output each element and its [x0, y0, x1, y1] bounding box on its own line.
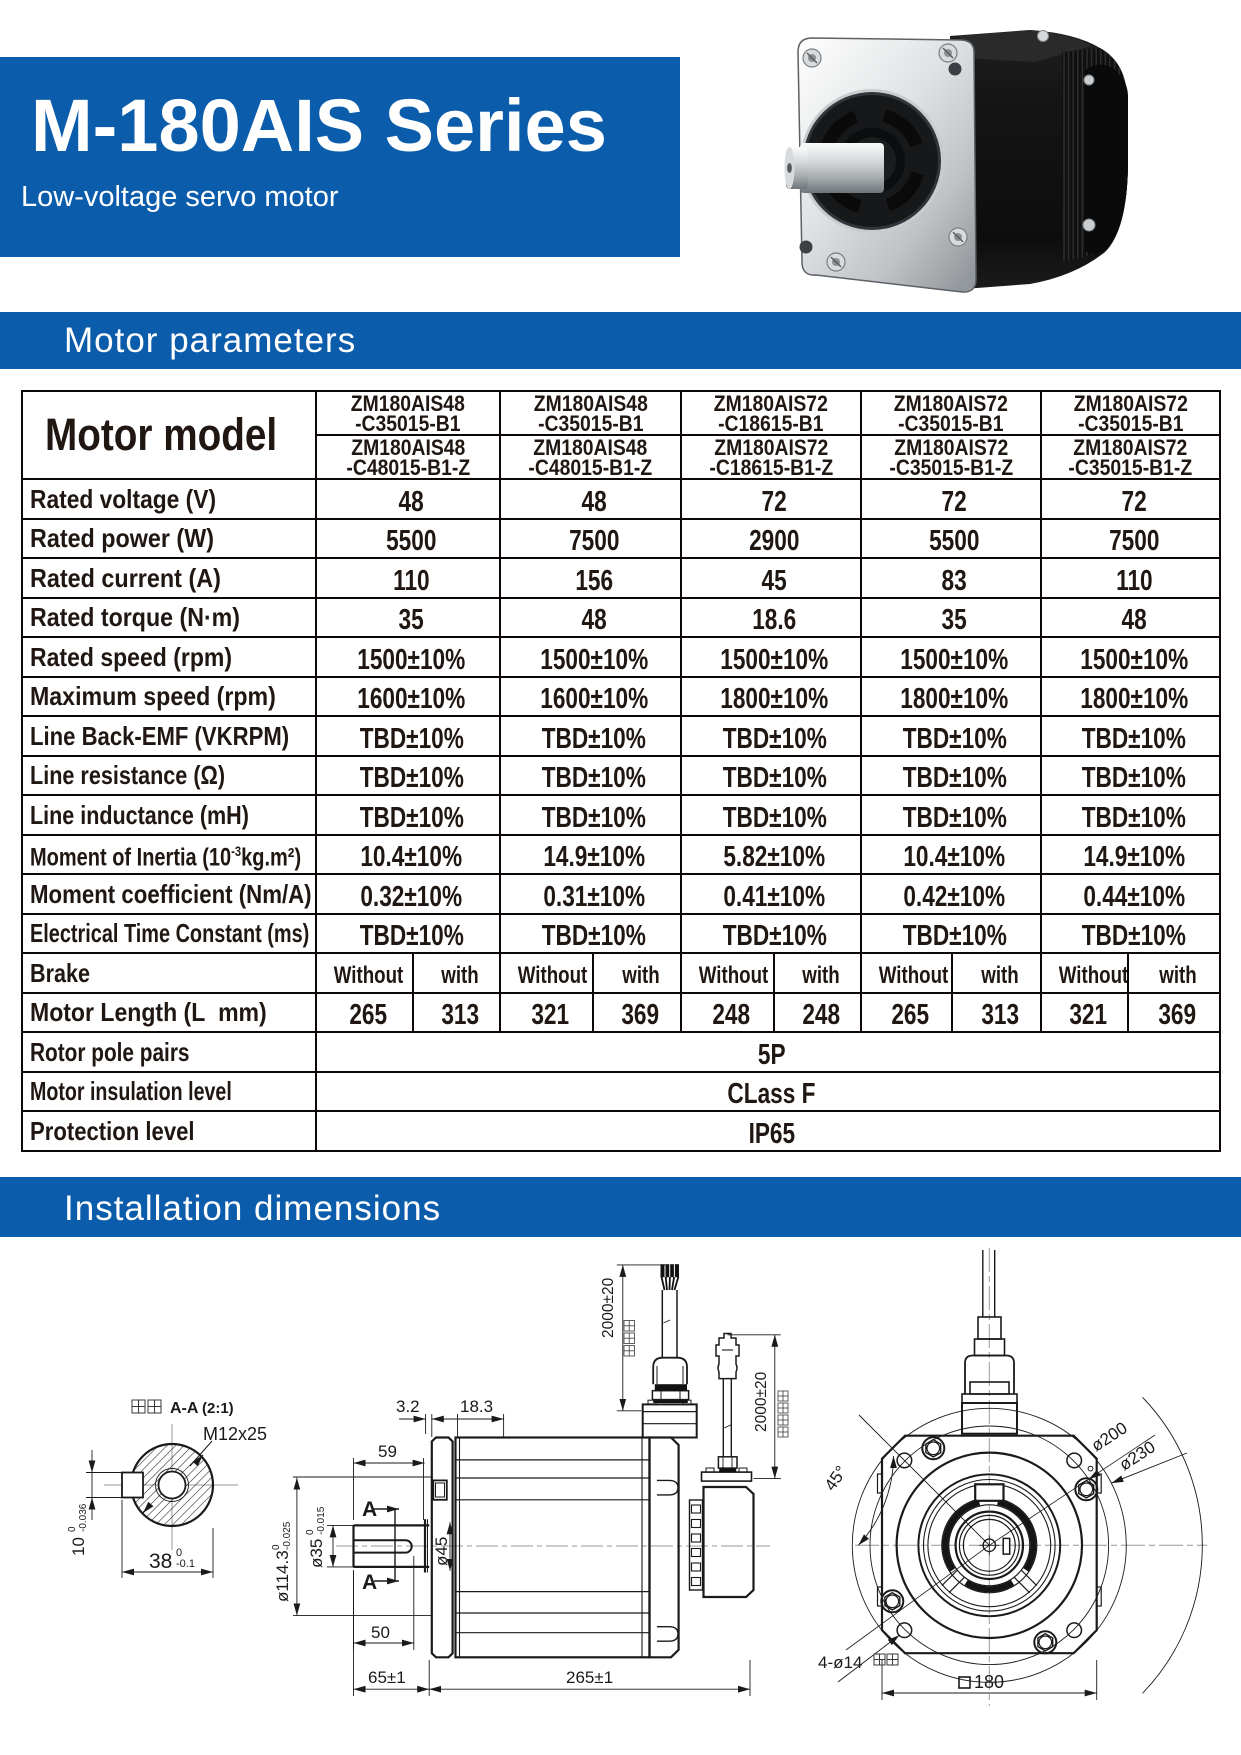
svg-text:-0.1: -0.1 [176, 1558, 195, 1570]
svg-text:2000±20: 2000±20 [600, 1277, 617, 1338]
svg-text:2000±20: 2000±20 [753, 1371, 770, 1432]
svg-text:A: A [362, 1571, 377, 1594]
svg-text:-0.015: -0.015 [316, 1506, 327, 1535]
svg-text:3.2: 3.2 [396, 1397, 420, 1416]
svg-text:ø230: ø230 [1116, 1437, 1159, 1474]
svg-text:ø114.3: ø114.3 [273, 1550, 292, 1602]
svg-text:M12x25: M12x25 [203, 1424, 267, 1444]
svg-text:65±1: 65±1 [368, 1668, 406, 1687]
svg-text:18.3: 18.3 [460, 1397, 493, 1416]
svg-text:180: 180 [974, 1672, 1004, 1692]
svg-text:10: 10 [69, 1537, 88, 1556]
svg-text:0: 0 [67, 1526, 78, 1532]
svg-text:-0.036: -0.036 [78, 1503, 89, 1532]
svg-text:4-ø14: 4-ø14 [818, 1653, 862, 1672]
svg-text:A-A: A-A [170, 1400, 199, 1417]
svg-text:0: 0 [305, 1529, 316, 1535]
svg-text:ø200: ø200 [1088, 1418, 1131, 1455]
svg-text:(2:1): (2:1) [202, 1400, 234, 1417]
svg-text:265±1: 265±1 [566, 1668, 613, 1687]
svg-text:A: A [362, 1498, 377, 1521]
svg-text:ø35: ø35 [307, 1539, 326, 1568]
svg-text:59: 59 [378, 1442, 397, 1461]
svg-text:45°: 45° [821, 1462, 851, 1494]
svg-text:50: 50 [371, 1623, 390, 1642]
svg-text:-0.025: -0.025 [282, 1521, 293, 1550]
svg-text:38: 38 [149, 1550, 172, 1573]
svg-text:0: 0 [271, 1544, 282, 1550]
svg-text:ø45: ø45 [432, 1537, 451, 1566]
svg-text:0: 0 [176, 1547, 182, 1559]
